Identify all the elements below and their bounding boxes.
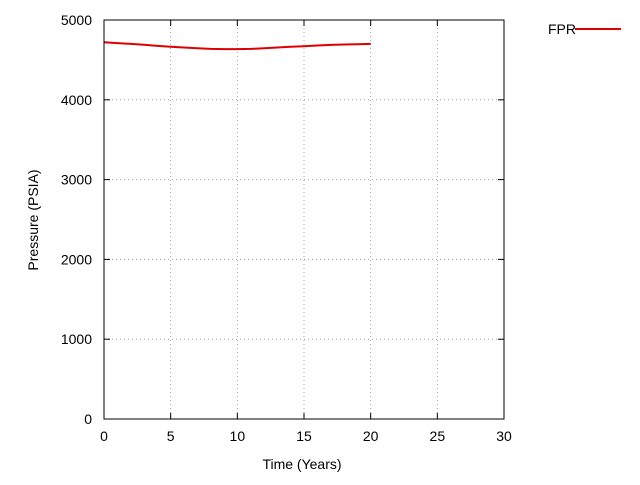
x-tick-label: 25: [430, 428, 446, 444]
y-axis-label: Pressure (PSIA): [25, 169, 41, 270]
plot-frame: [103, 19, 505, 420]
legend-label-fpr: FPR: [548, 21, 576, 37]
legend: FPR: [548, 21, 621, 37]
x-tick-label: 0: [100, 428, 108, 444]
y-tick-label: 1000: [61, 331, 92, 347]
y-tick-label: 3000: [61, 172, 92, 188]
y-tick-label: 4000: [61, 92, 92, 108]
tick-labels: 0 5 10 15 20 25 30 0 1000 2000 3000 4000 5000: [61, 12, 512, 444]
x-tick-label: 15: [296, 428, 312, 444]
series-line-fpr: [103, 41, 371, 51]
y-tick-label: 2000: [61, 251, 92, 267]
x-tick-label: 10: [230, 428, 246, 444]
x-tick-label: 20: [363, 428, 379, 444]
y-tick-label: 5000: [61, 12, 92, 28]
x-tick-label: 5: [167, 428, 175, 444]
ticks: [103, 19, 505, 420]
grid: [104, 20, 504, 419]
x-axis-label: Time (Years): [262, 456, 341, 472]
x-tick-label: 30: [496, 428, 512, 444]
series: [103, 41, 371, 51]
y-tick-label: 0: [84, 411, 92, 427]
